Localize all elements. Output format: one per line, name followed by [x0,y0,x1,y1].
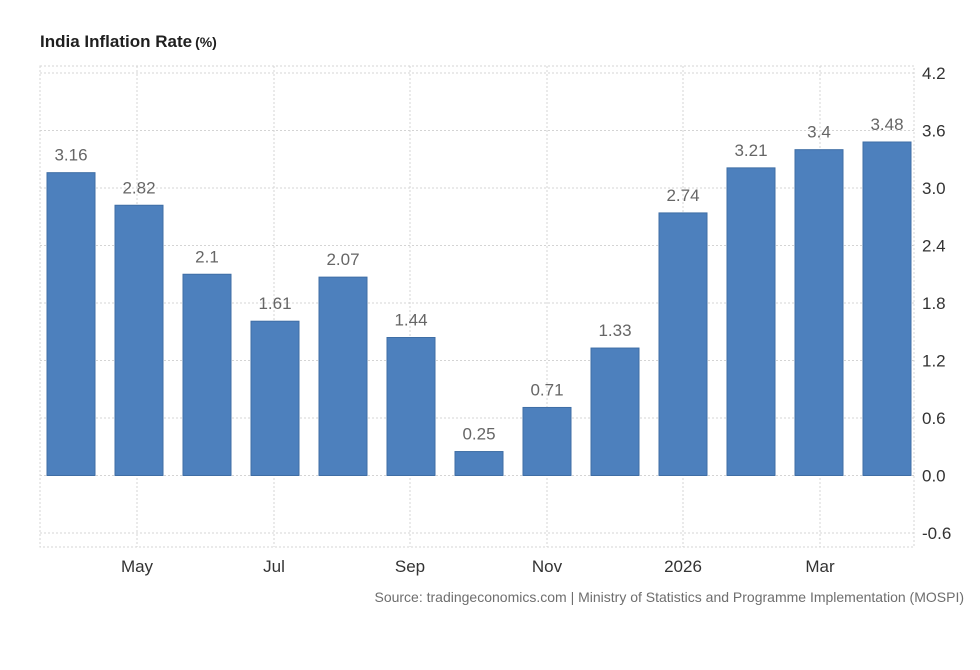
chart-title: India Inflation Rate (%) [40,32,217,52]
bar-value-label: 3.4 [807,123,831,142]
y-tick-label: 1.2 [922,352,946,371]
data-labels-layer: 3.16 2.82 2.1 1.61 2.07 1.44 0.25 0.71 1.33 2.74 3… [54,115,903,444]
x-axis-ticks: May Jul Sep Nov 2026 Mar [121,557,835,576]
bars-layer [46,141,912,477]
bar-value-label: 2.1 [195,247,219,266]
bar [454,451,504,476]
y-tick-label: 0.6 [922,409,946,428]
source-note: Source: tradingeconomics.com | Ministry … [374,589,964,605]
bar [726,167,776,476]
x-tick-label: Jul [263,557,285,576]
bar-value-label: 1.33 [598,321,631,340]
bar-value-label: 2.07 [326,250,359,269]
bar [522,406,572,477]
x-tick-label: Nov [532,557,563,576]
y-tick-label: -0.6 [922,524,951,543]
bar [114,204,164,476]
y-tick-label: 2.4 [922,237,946,256]
bar [182,273,232,476]
bar-value-label: 2.74 [666,186,699,205]
y-tick-label: 3.0 [922,179,946,198]
bar [590,347,640,476]
bar [658,212,708,477]
bar-value-label: 0.71 [530,380,563,399]
bar-value-label: 3.21 [734,141,767,160]
bar [862,141,912,476]
y-tick-label: 3.6 [922,122,946,141]
bar [794,149,844,477]
y-tick-label: 1.8 [922,294,946,313]
bar [46,172,96,477]
chart-title-unit: (%) [195,34,217,50]
bar-value-label: 2.82 [122,178,155,197]
y-tick-label: 0.0 [922,467,946,486]
bar-value-label: 0.25 [462,425,495,444]
bar [318,276,368,476]
x-tick-label: Sep [395,557,425,576]
bar-value-label: 3.16 [54,146,87,165]
bar-value-label: 3.48 [870,115,903,134]
bar-value-label: 1.61 [258,294,291,313]
bar-value-label: 1.44 [394,311,427,330]
x-tick-label: Mar [805,557,835,576]
plot-frame [39,65,915,548]
y-tick-label: 4.2 [922,64,946,83]
y-axis-ticks: 4.2 3.6 3.0 2.4 1.8 1.2 0.6 0.0 -0.6 [922,64,951,543]
x-tick-label: May [121,557,154,576]
x-tick-label: 2026 [664,557,702,576]
bar [250,320,300,477]
bar [386,337,436,476]
chart-title-text: India Inflation Rate [40,32,193,51]
